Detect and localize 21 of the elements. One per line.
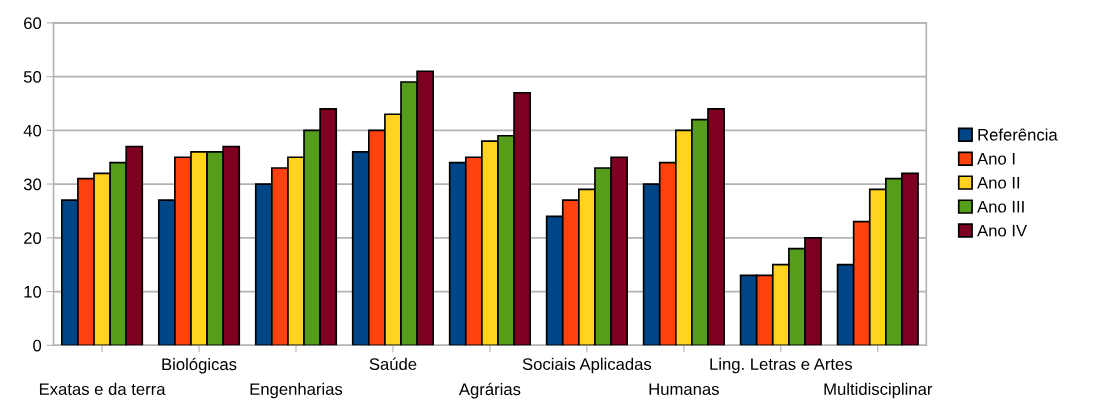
x-tick-label: Sociais Aplicadas [522,357,652,374]
y-tick-label: 50 [23,71,42,83]
legend-label: Ano I [977,153,1015,165]
x-tick-label: Humanas [649,383,719,396]
x-tick-label: Engenharias [250,382,343,399]
y-tick-label: 60 [24,17,42,30]
legend-label: Ano IV [977,224,1028,237]
x-tick-label: Multidisciplinar [824,382,933,399]
y-tick-label: 10 [24,285,42,298]
legend-label: Ano II [977,176,1020,189]
y-tick-label: 20 [24,232,42,245]
legend-label: Referência [978,128,1058,141]
x-tick-label: Biológicas [162,357,237,374]
y-tick-label: 30 [23,178,42,191]
y-tick-label: 40 [23,124,42,137]
x-tick-label: Ling. Letras e Artes [710,357,853,374]
x-tick-label: Agrárias [458,382,521,399]
x-tick-label: Exatas e da terra [39,382,166,396]
x-tick-label: Saúde [369,357,417,371]
y-tick-label: 0 [33,339,42,352]
legend-label: Ano III [977,200,1024,213]
